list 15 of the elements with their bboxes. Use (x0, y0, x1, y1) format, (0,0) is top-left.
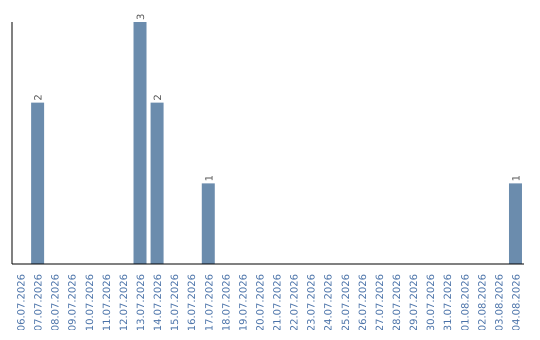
data-label: 2 (153, 94, 164, 101)
data-label: 2 (34, 94, 45, 101)
x-tick-label: 10.07.2026 (84, 274, 96, 332)
x-tick-label: 11.07.2026 (102, 274, 113, 332)
data-label: 1 (511, 174, 522, 182)
x-tick-label: 16.07.2026 (187, 274, 198, 332)
data-label: 1 (204, 174, 216, 182)
x-tick-label: 15.07.2026 (170, 274, 182, 332)
x-tick-label: 14.07.2026 (153, 274, 164, 332)
x-tick-label: 17.07.2026 (204, 274, 216, 332)
x-tick-label: 12.07.2026 (118, 274, 130, 332)
x-tick-label: 13.07.2026 (136, 274, 147, 332)
data-label: 3 (136, 14, 148, 20)
x-tick-label: 18.07.2026 (221, 274, 232, 332)
x-tick-label: 19.07.2026 (238, 274, 250, 332)
